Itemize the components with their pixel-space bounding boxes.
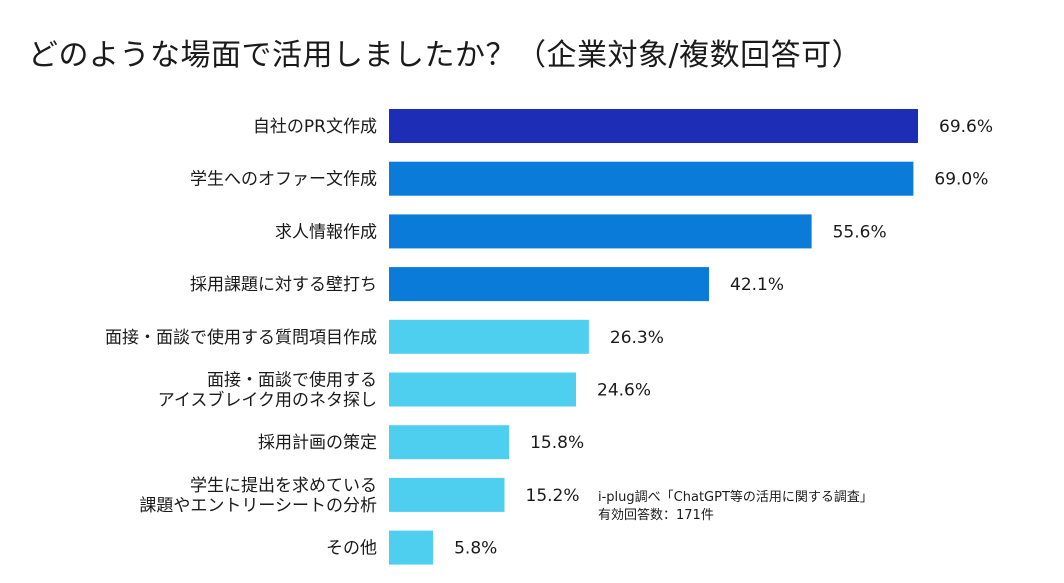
value-label-7: 15.8% — [530, 433, 584, 453]
value-label-1: 69.6% — [939, 117, 993, 137]
category-label-5: 面接・面談で使用する質問項目作成 — [105, 327, 377, 348]
category-label-8-line1: 学生に提出を求めている — [190, 476, 377, 496]
source-note-line1: i-plug調べ「ChatGPT等の活用に関する調査」 — [598, 490, 873, 505]
value-label-3: 55.6% — [833, 222, 887, 242]
category-label-6-line1: 面接・面談で使用する — [207, 370, 377, 391]
bars-group — [389, 109, 918, 565]
bar-3 — [389, 214, 812, 249]
category-labels: 自社のPR文作成学生へのオファー文作成求人情報作成採用課題に対する壁打ち面接・面… — [105, 117, 377, 559]
value-labels: 69.6% 69.0% 55.6% 42.1% 26.3% 24.6% 15.8% 15.2%… — [454, 117, 993, 559]
bar-2 — [389, 161, 914, 196]
bar-4 — [389, 267, 709, 302]
chart-title: どのような場面で活用しましたか？（企業対象/複数回答可） — [28, 38, 863, 73]
bar-1 — [389, 109, 918, 143]
value-label-4: 42.1% — [730, 275, 784, 295]
bar-9 — [389, 530, 434, 565]
source-note: i-plug調べ「ChatGPT等の活用に関する調査」 有効回答数：171件 — [598, 489, 873, 525]
bar-5 — [389, 319, 589, 354]
category-label-8-line2: 課題やエントリーシートの分析 — [139, 496, 377, 516]
category-label-9: その他 — [326, 539, 377, 559]
value-label-5: 26.3% — [610, 328, 664, 348]
bar-8 — [389, 477, 505, 512]
category-label-7: 採用計画の策定 — [258, 433, 377, 453]
bar-7 — [389, 425, 510, 460]
source-note-line2: 有効回答数：171件 — [598, 508, 714, 523]
bar-6 — [389, 372, 576, 407]
value-label-6: 24.6% — [597, 381, 651, 401]
category-label-6-line2: アイスブレイク用のネタ探し — [158, 390, 377, 411]
value-label-8: 15.2% — [526, 486, 580, 506]
category-label-1: 自社のPR文作成 — [253, 117, 377, 137]
category-label-3: 求人情報作成 — [275, 222, 377, 242]
value-label-2: 69.0% — [934, 170, 988, 190]
value-label-9: 5.8% — [454, 539, 497, 559]
category-label-2: 学生へのオファー文作成 — [190, 170, 377, 190]
category-label-4: 採用課題に対する壁打ち — [190, 275, 377, 295]
